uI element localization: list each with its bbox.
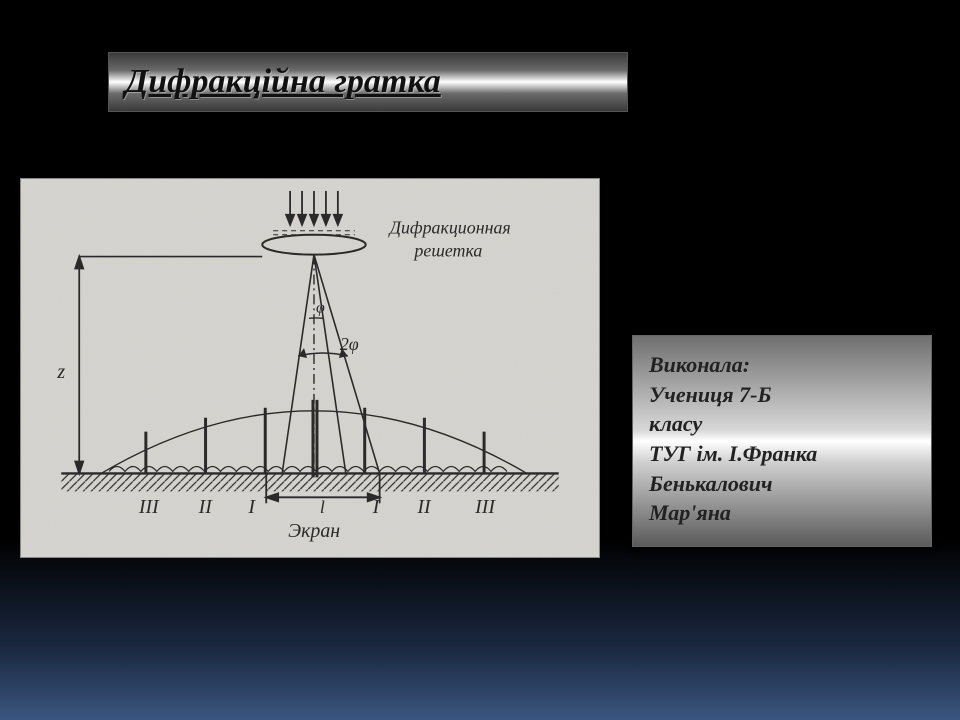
title-box: Дифракційна гратка [108,52,628,112]
author-line-2: Учениця 7-Б [649,380,915,410]
label-l: l [320,497,325,517]
author-box: Виконала: Учениця 7-Б класу ТУГ ім. І.Фр… [632,335,932,547]
background-gradient [0,540,960,720]
slide-title: Дифракційна гратка [125,63,441,101]
author-line-3: класу [649,409,915,439]
label-2phi: 2φ [340,334,359,354]
label-grating-2: решетка [412,241,482,261]
author-line-6: Мар'яна [649,498,915,528]
label-grating-1: Дифракционная [388,218,511,238]
diffraction-diagram: Дифракционная решетка z φ 2φ [20,178,600,558]
label-screen: Экран [288,520,340,542]
label-phi: φ [316,299,325,316]
label-order-p3: III [474,496,496,518]
label-order-min3: III [138,496,160,518]
author-line-5: Бенькалович [649,469,915,499]
author-line-1: Виконала: [649,350,915,380]
author-line-4: ТУГ ім. І.Франка [649,439,915,469]
label-order-p2: II [416,496,432,518]
label-order-min2: II [198,496,214,518]
label-z: z [56,361,65,383]
